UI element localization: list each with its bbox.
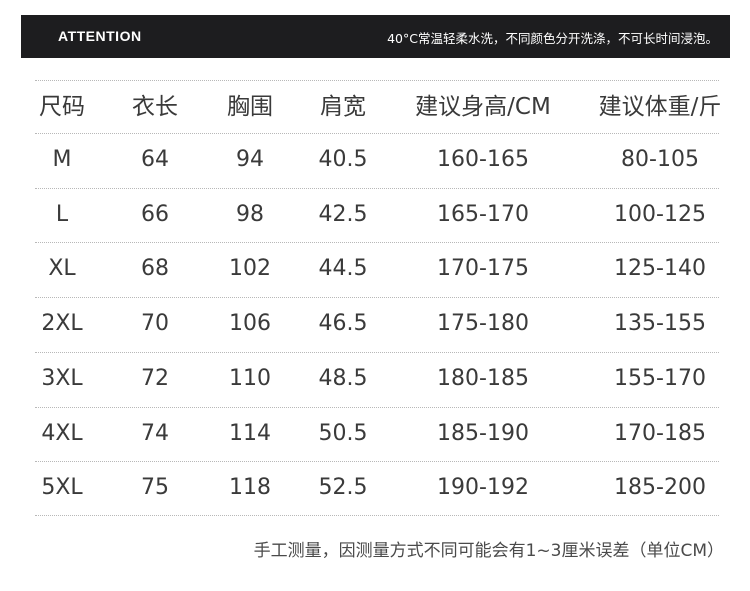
table-cell: 100-125 (614, 202, 706, 227)
table-cell: 185-200 (614, 475, 706, 500)
table-cell: 3XL (41, 366, 83, 391)
table-cell: 114 (229, 421, 271, 446)
banner-care-note: 40°C常温轻柔水洗，不同颜色分开洗涤，不可长时间浸泡。 (387, 31, 718, 46)
table-cell: 52.5 (318, 475, 368, 500)
column-header: 胸围 (227, 94, 273, 120)
table-cell: 64 (141, 147, 169, 172)
row-divider (35, 352, 719, 353)
row-divider (35, 297, 719, 298)
table-cell: 106 (229, 311, 271, 336)
table-cell: 160-165 (437, 147, 529, 172)
table-cell: XL (48, 256, 76, 281)
table-cell: 135-155 (614, 311, 706, 336)
row-divider (35, 242, 719, 243)
table-cell: 102 (229, 256, 271, 281)
table-cell: 72 (141, 366, 169, 391)
row-divider (35, 407, 719, 408)
column-header: 肩宽 (320, 94, 366, 120)
table-cell: 110 (229, 366, 271, 391)
measurement-note: 手工测量，因测量方式不同可能会有1~3厘米误差（单位CM） (253, 541, 724, 561)
row-divider (35, 515, 719, 516)
column-header: 衣长 (132, 94, 178, 120)
column-header: 建议身高/CM (415, 94, 551, 120)
table-cell: 155-170 (614, 366, 706, 391)
table-cell: 170-185 (614, 421, 706, 446)
table-cell: 75 (141, 475, 169, 500)
table-cell: 74 (141, 421, 169, 446)
table-row: 3XL 72 110 48.5 180-185 155-170 (0, 352, 750, 406)
table-cell: M (52, 147, 72, 172)
table-row: L 66 98 42.5 165-170 100-125 (0, 188, 750, 242)
table-cell: L (55, 202, 69, 227)
table-row: M 64 94 40.5 160-165 80-105 (0, 133, 750, 187)
table-cell: 66 (141, 202, 169, 227)
table-cell: 70 (141, 311, 169, 336)
column-header: 尺码 (39, 94, 85, 120)
banner-title: ATTENTION (58, 28, 142, 44)
table-cell: 94 (236, 147, 264, 172)
row-divider (35, 461, 719, 462)
column-header: 建议体重/斤 (598, 94, 722, 120)
table-cell: 175-180 (437, 311, 529, 336)
table-cell: 185-190 (437, 421, 529, 446)
table-cell: 180-185 (437, 366, 529, 391)
table-row: 4XL 74 114 50.5 185-190 170-185 (0, 407, 750, 461)
table-cell: 98 (236, 202, 264, 227)
table-cell: 125-140 (614, 256, 706, 281)
table-cell: 44.5 (318, 256, 368, 281)
table-cell: 48.5 (318, 366, 368, 391)
table-cell: 2XL (41, 311, 83, 336)
table-cell: 42.5 (318, 202, 368, 227)
table-cell: 80-105 (621, 147, 699, 172)
table-cell: 46.5 (318, 311, 368, 336)
table-cell: 170-175 (437, 256, 529, 281)
table-cell: 4XL (41, 421, 83, 446)
table-cell: 40.5 (318, 147, 368, 172)
table-cell: 50.5 (318, 421, 368, 446)
row-divider (35, 80, 719, 81)
table-cell: 5XL (41, 475, 83, 500)
table-cell: 165-170 (437, 202, 529, 227)
table-cell: 118 (229, 475, 271, 500)
row-divider (35, 188, 719, 189)
table-cell: 68 (141, 256, 169, 281)
header-row: 尺码 衣长 胸围 肩宽 建议身高/CM 建议体重/斤 (0, 80, 750, 134)
table-cell: 190-192 (437, 475, 529, 500)
table-row: 5XL 75 118 52.5 190-192 185-200 (0, 461, 750, 515)
table-row: 2XL 70 106 46.5 175-180 135-155 (0, 297, 750, 351)
table-row: XL 68 102 44.5 170-175 125-140 (0, 242, 750, 296)
attention-banner: ATTENTION 40°C常温轻柔水洗，不同颜色分开洗涤，不可长时间浸泡。 (21, 15, 730, 58)
row-divider (35, 133, 719, 134)
